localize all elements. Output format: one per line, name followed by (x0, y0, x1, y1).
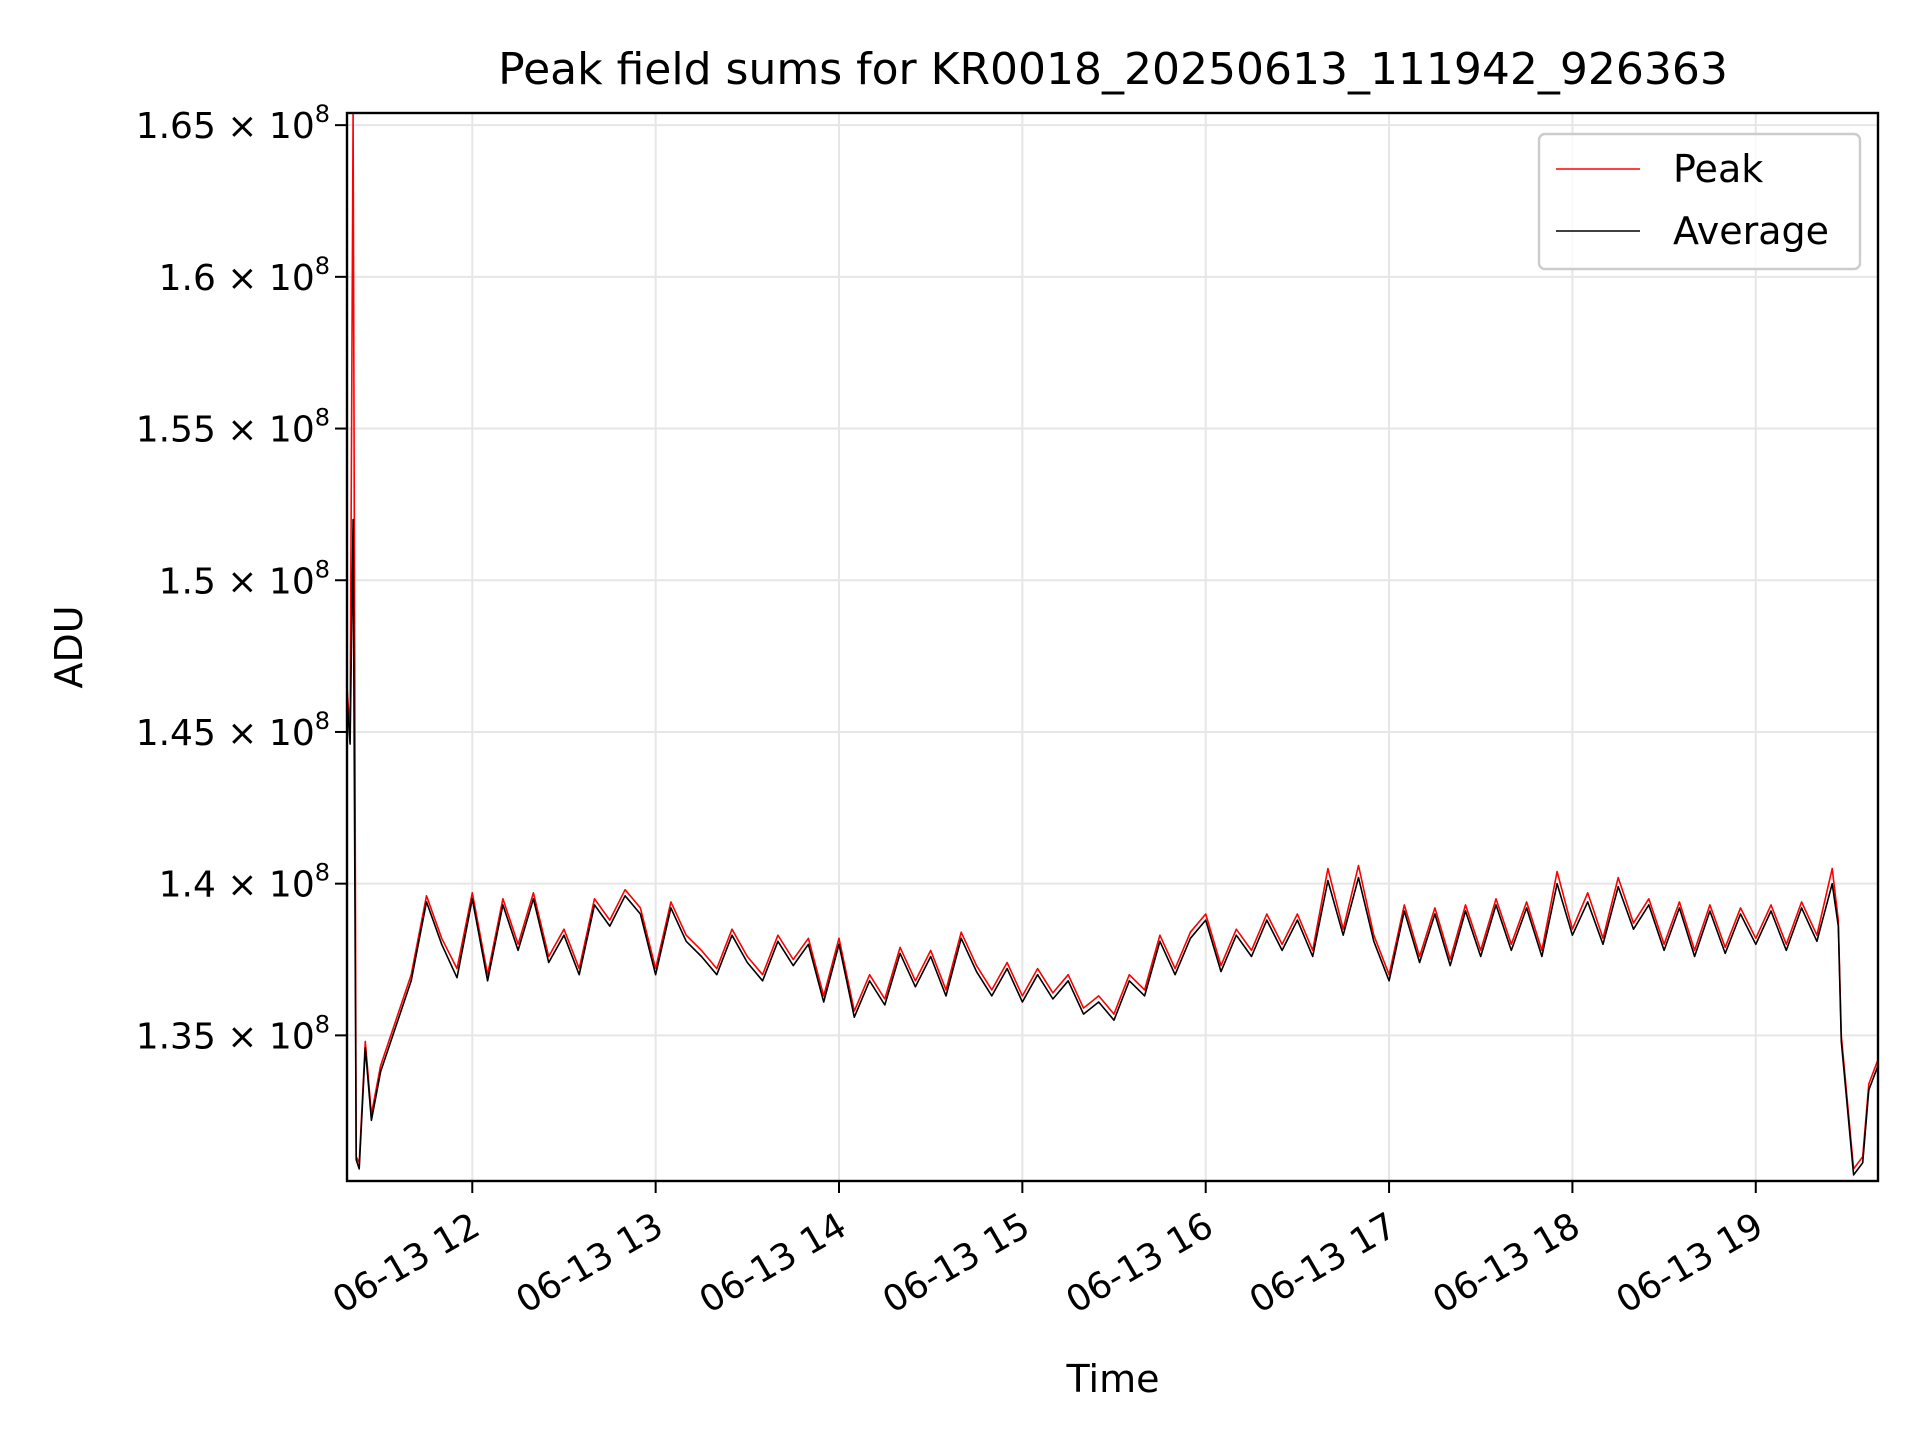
y-tick-label: 1.35 × 108 (136, 1010, 330, 1057)
y-tick-mantissa: 1.6 (159, 258, 216, 299)
legend-box (1537, 132, 1862, 271)
y-tick-multiplier: × 10 (216, 1016, 315, 1057)
series-line-peak (347, 113, 1878, 1170)
y-tick-mantissa: 1.45 (136, 713, 216, 754)
y-tick-label: 1.65 × 108 (136, 100, 330, 147)
legend-label-peak: Peak (1673, 147, 1763, 191)
series-lines (347, 113, 1878, 1176)
y-tick-exponent: 8 (315, 555, 330, 583)
y-tick-label: 1.6 × 108 (159, 252, 330, 299)
y-tick-multiplier: × 10 (216, 713, 315, 754)
chart-title: Peak field sums for KR0018_20250613_1119… (498, 44, 1728, 95)
y-tick-label: 1.55 × 108 (136, 404, 330, 451)
y-tick-multiplier: × 10 (216, 865, 315, 906)
y-tick-exponent: 8 (315, 404, 330, 432)
y-tick-exponent: 8 (315, 707, 330, 735)
y-tick-label: 1.45 × 108 (136, 707, 330, 754)
legend: Peak Average (1537, 132, 1862, 271)
plot-frame (345, 111, 1880, 1183)
y-tick-label: 1.4 × 108 (159, 859, 330, 906)
y-tick-mantissa: 1.35 (136, 1016, 216, 1057)
y-tick-mantissa: 1.4 (159, 865, 216, 906)
legend-label-average: Average (1673, 209, 1829, 253)
y-tick-exponent: 8 (315, 252, 330, 280)
x-axis-label: Time (1066, 1357, 1160, 1401)
y-tick-mantissa: 1.5 (159, 561, 216, 602)
y-tick-multiplier: × 10 (216, 561, 315, 602)
y-axis-label: ADU (47, 605, 91, 688)
y-tick-multiplier: × 10 (216, 410, 315, 451)
y-tick-mantissa: 1.55 (136, 410, 216, 451)
y-tick-label: 1.5 × 108 (159, 555, 330, 602)
y-tick-multiplier: × 10 (216, 106, 315, 147)
grid-lines (347, 113, 1878, 1181)
y-tick-exponent: 8 (315, 1010, 330, 1038)
y-tick-mantissa: 1.65 (136, 106, 216, 147)
series-line-average (347, 518, 1878, 1176)
y-tick-exponent: 8 (315, 100, 330, 128)
y-tick-exponent: 8 (315, 859, 330, 887)
y-tick-multiplier: × 10 (216, 258, 315, 299)
